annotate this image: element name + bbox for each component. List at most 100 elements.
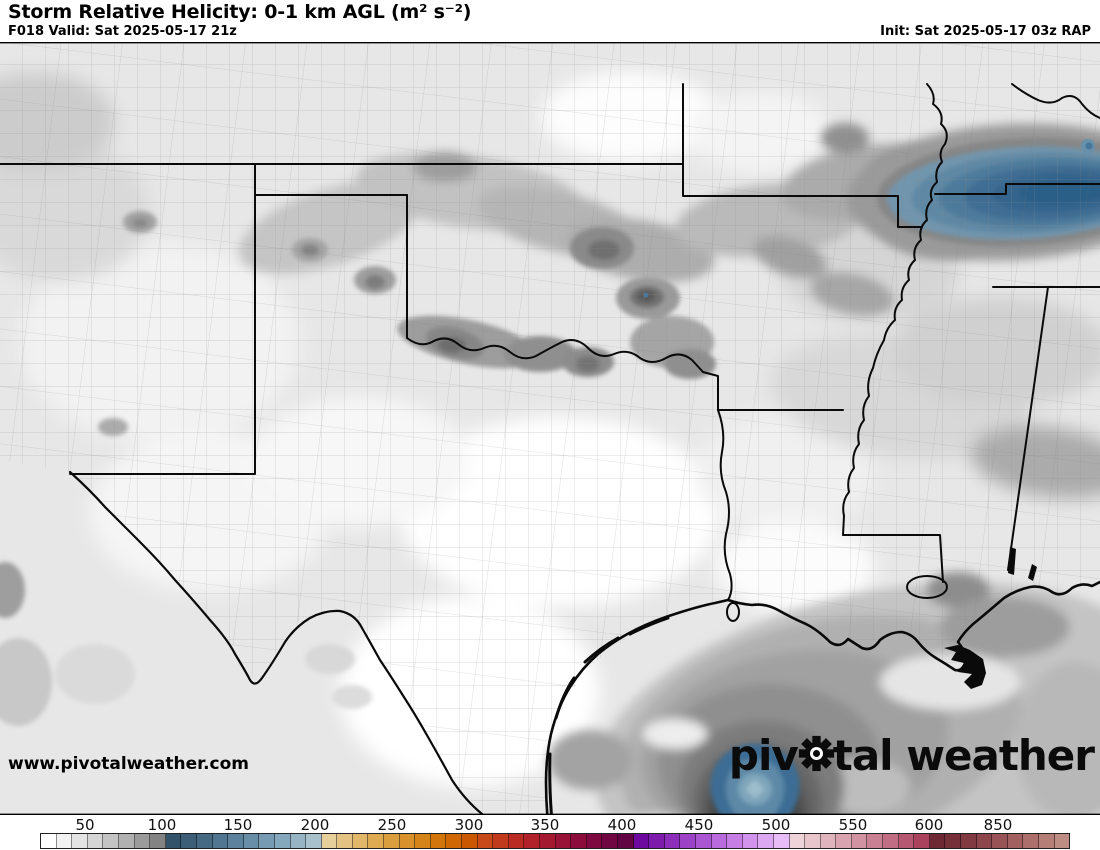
colorbar-segment — [664, 834, 681, 848]
colorbar-segment — [1007, 834, 1024, 848]
colorbar-segment — [1023, 834, 1039, 848]
colorbar-segment — [540, 834, 556, 848]
colorbar-segment — [571, 834, 587, 848]
colorbar-segment — [649, 834, 665, 848]
colorbar-segment — [321, 834, 338, 848]
page-title: Storm Relative Helicity: 0-1 km AGL (m² … — [8, 1, 472, 23]
border-la-ms — [842, 534, 944, 583]
map-frame — [0, 42, 1100, 815]
colorbar-segment — [1054, 834, 1070, 848]
colorbar-segment — [898, 834, 915, 848]
border-tn-ky — [934, 183, 1100, 195]
colorbar-segment — [695, 834, 712, 848]
colorbar-segment — [555, 834, 572, 848]
texas-barrier-islands — [548, 616, 670, 815]
colorbar-tick-label: 150 — [223, 816, 253, 834]
colorbar-segment — [41, 834, 57, 848]
colorbar-tick-label: 400 — [607, 816, 637, 834]
colorbar-segment — [462, 834, 478, 848]
map-layers — [0, 42, 1100, 815]
county-boundaries — [0, 42, 1100, 815]
colorbar-segment — [196, 834, 213, 848]
colorbar-segment — [789, 834, 806, 848]
colorbar-segment — [929, 834, 946, 848]
colorbar-tick-label: 450 — [684, 816, 714, 834]
mississippi-delta — [944, 547, 1037, 689]
colorbar-segment — [430, 834, 447, 848]
pivotal-weather-logo: piv — [728, 730, 1095, 780]
colorbar-segment — [181, 834, 197, 848]
gear-icon — [798, 735, 835, 779]
colorbar-segment — [945, 834, 962, 848]
colorbar-segment — [617, 834, 634, 848]
colorbar-segment — [477, 834, 494, 848]
colorbar-segment — [399, 834, 416, 848]
colorbar-segment — [165, 834, 182, 848]
logo-text-post: tal weather — [832, 730, 1095, 780]
colorbar-scale — [40, 833, 1070, 849]
ohio-river — [1011, 83, 1100, 119]
border-tx-ar — [702, 371, 719, 411]
colorbar-segment — [243, 834, 260, 848]
colorbar-tick-label: 250 — [377, 816, 407, 834]
colorbar-segment — [56, 834, 73, 848]
mississippi-river — [842, 83, 948, 536]
colorbar-segment — [758, 834, 774, 848]
colorbar-segment — [306, 834, 322, 848]
colorbar-segment — [773, 834, 790, 848]
colorbar-segment — [820, 834, 837, 848]
colorbar-segment — [914, 834, 930, 848]
colorbar-segment — [992, 834, 1008, 848]
colorbar-segment — [805, 834, 821, 848]
rio-grande — [68, 470, 486, 815]
colorbar-segment — [337, 834, 353, 848]
colorbar-segment — [851, 834, 868, 848]
colorbar-segment — [150, 834, 166, 848]
colorbar-tick-label: 100 — [147, 816, 177, 834]
map-header: Storm Relative Helicity: 0-1 km AGL (m² … — [0, 0, 1100, 42]
colorbar-segment — [493, 834, 509, 848]
colorbar-segment — [274, 834, 291, 848]
colorbar-segment — [742, 834, 759, 848]
colorbar-tick-label: 50 — [75, 816, 95, 834]
colorbar-segment — [72, 834, 88, 848]
colorbar-tick-label: 500 — [761, 816, 791, 834]
helicity-map-svg — [0, 42, 1100, 815]
sabine-river — [717, 409, 733, 601]
colorbar-segment — [883, 834, 899, 848]
colorbar-segment — [727, 834, 743, 848]
colorbar-tick-label: 300 — [454, 816, 484, 834]
galveston-bay — [726, 602, 740, 622]
model-init-label: Init: Sat 2025-05-17 03z RAP — [880, 24, 1091, 39]
red-river — [406, 337, 704, 373]
colorbar-segment — [961, 834, 977, 848]
forecast-valid-label: F018 Valid: Sat 2025-05-17 21z — [8, 24, 237, 39]
colorbar-segment — [259, 834, 275, 848]
colorbar-tick-labels: 50 100 150 200 250 300 350 400 450 500 550 600 850 — [0, 815, 1100, 834]
map-area: www.pivotalweather.com piv — [0, 42, 1100, 815]
colorbar-segment — [867, 834, 884, 848]
colorbar-segment — [976, 834, 993, 848]
lake-pontchartrain — [906, 575, 948, 599]
colorbar-tick-label: 550 — [838, 816, 868, 834]
colorbar-segment — [711, 834, 728, 848]
gulf-coastline — [544, 580, 1100, 815]
colorbar-segment — [586, 834, 603, 848]
colorbar-segment — [524, 834, 540, 848]
colorbar-segment — [680, 834, 696, 848]
colorbar-tick-label: 350 — [530, 816, 560, 834]
logo-text-pre: piv — [728, 730, 799, 780]
colorbar-segment — [134, 834, 151, 848]
colorbar-tick-label: 200 — [300, 816, 330, 834]
colorbar-segment — [446, 834, 463, 848]
border-ms-al — [1007, 286, 1049, 571]
border-nm-tx — [69, 163, 256, 475]
colorbar-tick-label: 850 — [983, 816, 1013, 834]
colorbar-segment — [290, 834, 307, 848]
colorbar-segment — [352, 834, 369, 848]
colorbar-segment — [415, 834, 431, 848]
colorbar-segment — [633, 834, 650, 848]
colorbar-segment — [836, 834, 852, 848]
colorbar-segment — [212, 834, 229, 848]
